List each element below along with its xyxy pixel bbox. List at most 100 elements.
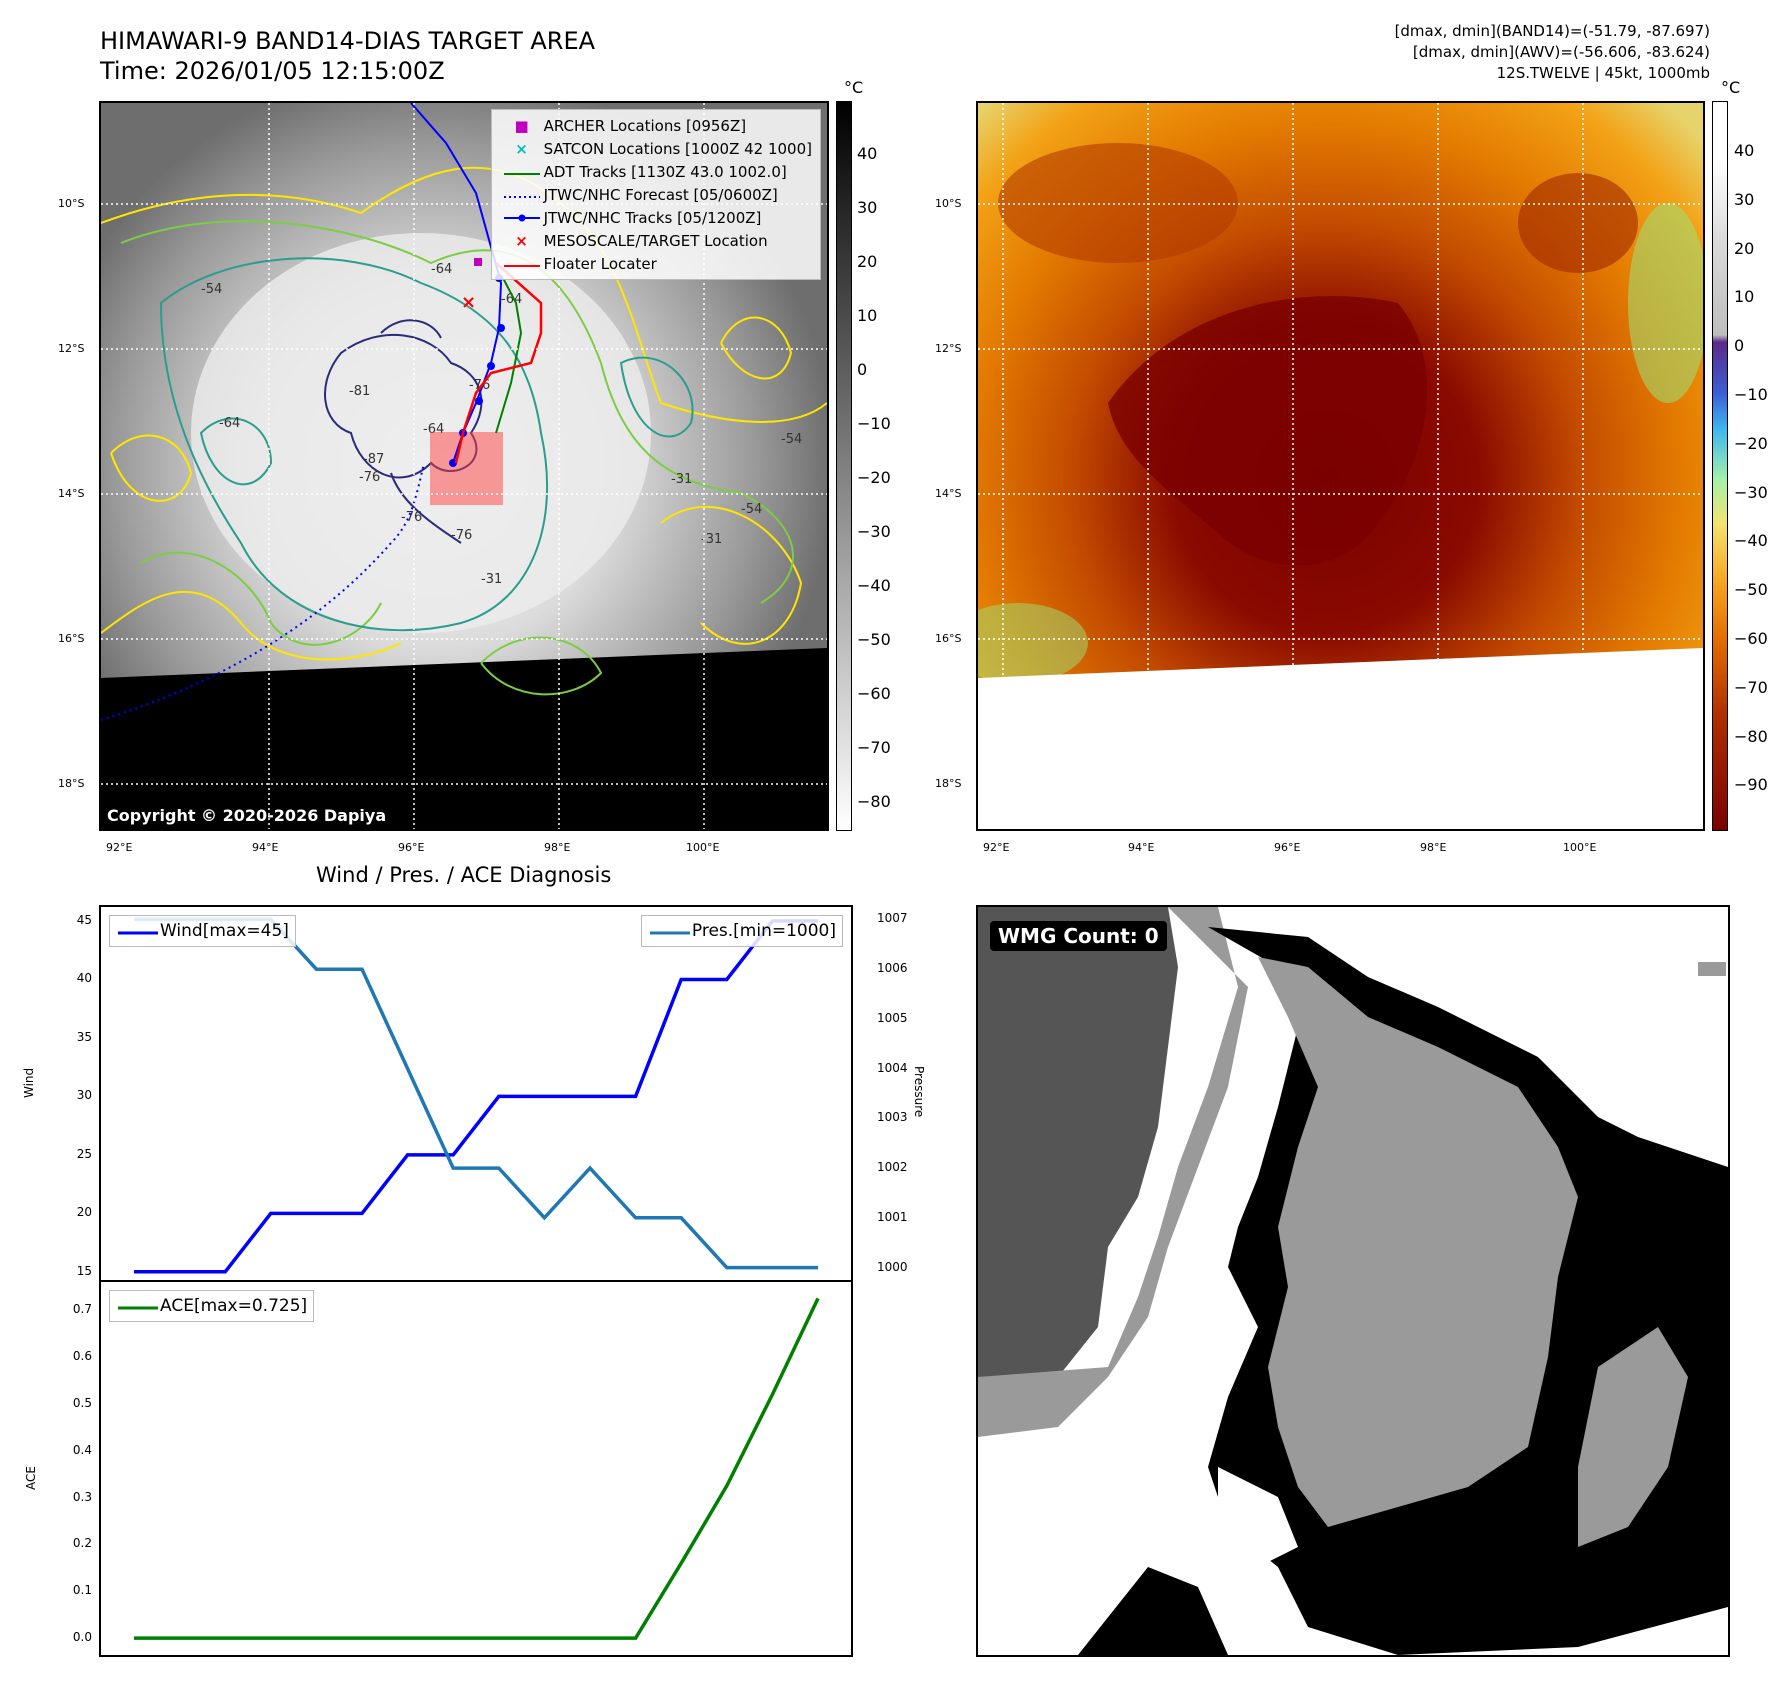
colorbar-tick-label: −40 bbox=[857, 576, 891, 595]
axis-tick-label: 0.0 bbox=[72, 1630, 92, 1645]
axis-tick-label: 40 bbox=[76, 971, 92, 986]
colorbar-tick-label: 20 bbox=[1734, 238, 1755, 258]
lon-label: 94°E bbox=[252, 841, 279, 854]
colorbar-tick-label: −20 bbox=[857, 468, 891, 487]
legend-label: SATCON Locations [1000Z 42 1000] bbox=[543, 139, 812, 158]
wmg-svg bbox=[978, 907, 1728, 1655]
diagnosis-title: Wind / Pres. / ACE Diagnosis bbox=[316, 863, 612, 887]
line-dot-icon bbox=[500, 209, 544, 227]
line-icon bbox=[116, 1296, 160, 1316]
pressure-axis-label: Pressure bbox=[912, 1066, 926, 1118]
colorbar-tick-label: 40 bbox=[1734, 141, 1755, 160]
line-icon bbox=[500, 255, 544, 273]
colorbar-tick-label: 30 bbox=[1734, 189, 1755, 209]
awv-colorbar bbox=[1712, 101, 1728, 831]
pressure-legend: Pres.[min=1000] bbox=[640, 915, 843, 947]
wmg-plot: WMG Count: 0 bbox=[976, 905, 1730, 1657]
lon-label: 96°E bbox=[1274, 841, 1301, 854]
colorbar-unit: °C bbox=[1721, 78, 1741, 97]
contour-teal bbox=[159, 257, 694, 632]
axis-tick-label: 1007 bbox=[877, 911, 908, 926]
lat-label: 16°S bbox=[935, 632, 962, 645]
colorbar-tick-label: −30 bbox=[1734, 482, 1768, 502]
contour-label: -54 bbox=[201, 282, 222, 297]
contour-label: -76 bbox=[359, 470, 380, 485]
axis-tick-label: 0.5 bbox=[72, 1395, 92, 1410]
lon-label: 96°E bbox=[398, 841, 425, 854]
axis-tick-label: 0.3 bbox=[72, 1489, 92, 1504]
axis-tick-label: 0.4 bbox=[72, 1442, 92, 1457]
copyright-text: Copyright © 2020-2026 Dapiya bbox=[107, 806, 387, 825]
lon-label: 94°E bbox=[1128, 841, 1155, 854]
colorbar-tick-label: 0 bbox=[1734, 336, 1745, 356]
wmg-count-badge: WMG Count: 0 bbox=[990, 921, 1167, 951]
image-title: HIMAWARI-9 BAND14-DIAS TARGET AREA bbox=[100, 27, 596, 55]
lat-label: 10°S bbox=[58, 197, 85, 210]
colorbar-tick-label: 10 bbox=[857, 306, 878, 325]
contour-label: -76 bbox=[451, 528, 472, 543]
x-marker-icon: × bbox=[515, 231, 528, 250]
lat-label: 18°S bbox=[58, 777, 85, 790]
dotted-line-icon bbox=[500, 186, 544, 204]
legend-label: Wind[max=45] bbox=[160, 921, 289, 941]
colorbar-tick-label: 0 bbox=[857, 360, 868, 379]
target-area-box bbox=[430, 432, 503, 505]
no-data-region bbox=[978, 648, 1703, 829]
wind-pressure-svg bbox=[134, 917, 818, 1274]
axis-tick-label: 30 bbox=[76, 1088, 92, 1103]
colorbar-tick-label: −10 bbox=[857, 414, 891, 433]
axis-tick-label: 25 bbox=[76, 1146, 92, 1161]
colorbar-tick-label: 10 bbox=[1734, 287, 1755, 307]
colorbar-tick-label: −60 bbox=[857, 684, 891, 703]
wind-pressure-plot: Wind[max=45] Pres.[min=1000] bbox=[99, 905, 853, 1282]
colorbar-tick-label: −10 bbox=[1734, 385, 1768, 404]
contour-label: -76 bbox=[401, 510, 422, 525]
image-time: Time: 2026/01/05 12:15:00Z bbox=[100, 57, 445, 85]
wmg-white-region bbox=[1218, 1467, 1298, 1567]
colorbar-tick-label: −90 bbox=[1734, 775, 1768, 795]
ace-axis-label: ACE bbox=[24, 1466, 38, 1490]
legend-item-adt: ADT Tracks [1130Z 43.0 1002.0] bbox=[500, 160, 812, 183]
contour-label: -31 bbox=[481, 572, 502, 587]
colorbar-tick-label: 30 bbox=[857, 198, 878, 217]
no-data-region bbox=[101, 648, 827, 829]
axis-tick-label: 1000 bbox=[877, 1259, 908, 1274]
legend-label: MESOSCALE/TARGET Location bbox=[543, 231, 768, 250]
wmg-gray-cell bbox=[1698, 962, 1726, 976]
axis-tick-label: 1001 bbox=[877, 1209, 908, 1224]
contour-label: -64 bbox=[219, 416, 240, 431]
legend-item-jtwc-tracks: JTWC/NHC Tracks [05/1200Z] bbox=[500, 206, 812, 229]
axis-tick-label: 1003 bbox=[877, 1110, 908, 1125]
jtwc-track-point bbox=[487, 362, 495, 370]
square-icon: ■ bbox=[514, 116, 529, 135]
axis-tick-label: 1004 bbox=[877, 1060, 908, 1075]
lon-label: 98°E bbox=[544, 841, 571, 854]
lat-label: 16°S bbox=[58, 632, 85, 645]
axis-tick-label: 1006 bbox=[877, 961, 908, 976]
axis-tick-label: 20 bbox=[76, 1205, 92, 1220]
map-gridlines bbox=[978, 103, 1703, 829]
lon-label: 92°E bbox=[106, 841, 133, 854]
dmax-awv: [dmax, dmin](AWV)=(-56.606, -83.624) bbox=[1412, 43, 1710, 61]
contour-label: -81 bbox=[349, 384, 370, 399]
axis-tick-label: 0.7 bbox=[72, 1302, 92, 1317]
jtwc-track-point bbox=[497, 324, 505, 332]
ace-legend: ACE[max=0.725] bbox=[109, 1290, 315, 1322]
colorbar-tick-label: −80 bbox=[1734, 726, 1768, 746]
lat-label: 12°S bbox=[58, 342, 85, 355]
wind-axis-label: Wind bbox=[22, 1067, 36, 1098]
archer-marker bbox=[474, 258, 482, 266]
ace-svg bbox=[134, 1297, 820, 1640]
legend-label: JTWC/NHC Tracks [05/1200Z] bbox=[543, 208, 762, 227]
wind-legend: Wind[max=45] bbox=[109, 915, 296, 947]
axis-tick-label: 15 bbox=[76, 1263, 92, 1278]
legend-label: ARCHER Locations [0956Z] bbox=[543, 116, 747, 135]
jtwc-track-point bbox=[449, 459, 457, 467]
lon-label: 100°E bbox=[686, 841, 720, 854]
line-icon bbox=[116, 921, 160, 941]
ace-line bbox=[134, 1297, 820, 1640]
legend-label: Pres.[min=1000] bbox=[691, 921, 836, 941]
colorbar-unit: °C bbox=[844, 78, 864, 97]
legend-label: JTWC/NHC Forecast [05/0600Z] bbox=[543, 185, 778, 204]
colorbar-tick-label: 20 bbox=[857, 252, 878, 271]
